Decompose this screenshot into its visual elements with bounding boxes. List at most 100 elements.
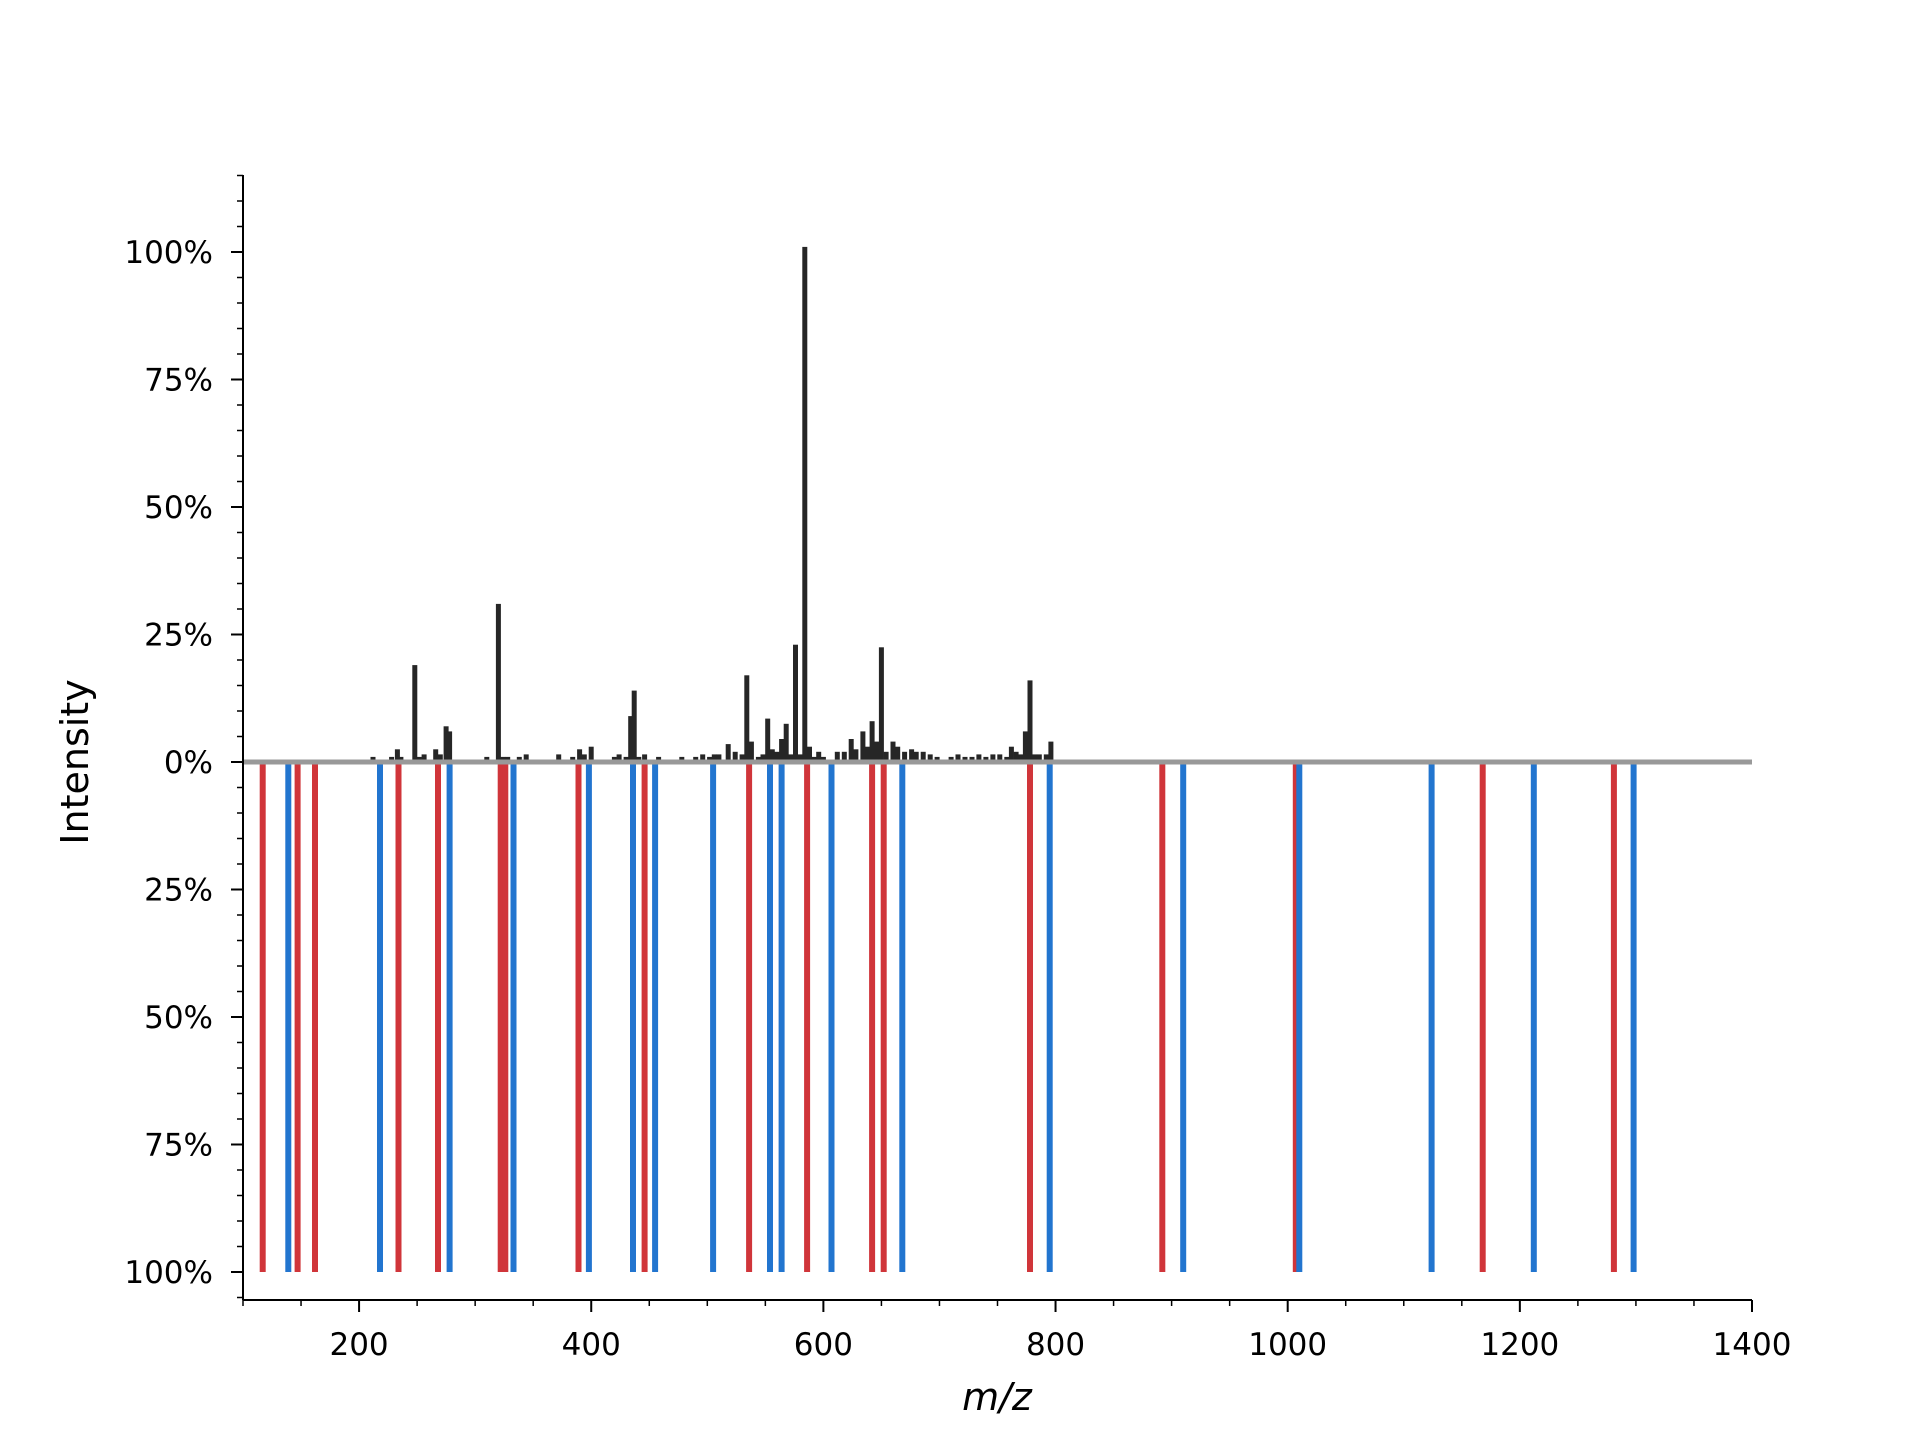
predicted-peak-bar bbox=[435, 762, 441, 1272]
observed-peak-bar bbox=[797, 754, 803, 762]
observed-peak-bar bbox=[656, 756, 662, 762]
observed-peak-bar bbox=[725, 744, 731, 762]
observed-peak-bar bbox=[976, 754, 982, 762]
y-axis-label: Intensity bbox=[53, 679, 97, 844]
observed-peak-bar bbox=[711, 754, 717, 762]
observed-peak-bar bbox=[793, 644, 798, 762]
observed-peak-bar bbox=[997, 754, 1003, 762]
observed-peak-bar bbox=[955, 754, 961, 762]
observed-peak-bar bbox=[636, 756, 642, 762]
observed-peak-bar bbox=[983, 756, 989, 762]
observed-peak-bar bbox=[1018, 754, 1024, 762]
observed-peak-bar bbox=[570, 756, 576, 762]
predicted-peak-bar bbox=[575, 762, 582, 1272]
observed-peak-bar bbox=[1022, 731, 1028, 762]
predicted-peak-bar bbox=[1292, 762, 1299, 1272]
predicted-peak-bar bbox=[710, 762, 717, 1272]
predicted-peak-bar bbox=[652, 762, 659, 1272]
x-tick-label: 200 bbox=[329, 1327, 388, 1363]
observed-peak-bar bbox=[807, 746, 812, 762]
observed-peak-bar bbox=[820, 756, 826, 762]
predicted-peak-bar bbox=[1630, 762, 1637, 1272]
observed-peak-bar bbox=[1043, 754, 1049, 762]
observed-peak-bar bbox=[860, 731, 866, 762]
x-tick-label: 1000 bbox=[1248, 1327, 1327, 1363]
observed-peak-bar bbox=[878, 647, 884, 763]
predicted-peak-bar bbox=[767, 762, 773, 1272]
observed-peak-bar bbox=[962, 756, 968, 762]
observed-peak-bar bbox=[895, 746, 901, 762]
observed-peak-bar bbox=[783, 723, 789, 763]
observed-peak-bar bbox=[913, 751, 919, 762]
observed-peak-bar bbox=[588, 746, 594, 762]
observed-peak-bar bbox=[848, 739, 854, 762]
observed-peak-bar bbox=[500, 756, 506, 762]
y-tick-label: 75% bbox=[144, 363, 213, 399]
x-tick-label: 1400 bbox=[1713, 1327, 1792, 1363]
observed-peak-bar bbox=[389, 756, 395, 762]
predicted-peak-bar bbox=[1027, 762, 1033, 1272]
observed-peak-bar bbox=[779, 739, 785, 762]
x-tick-label: 400 bbox=[562, 1327, 621, 1363]
y-tick-label: 25% bbox=[144, 618, 213, 654]
predicted-peak-bar bbox=[804, 762, 811, 1272]
predicted-peak-bar bbox=[1428, 762, 1435, 1272]
observed-peak-bar bbox=[628, 716, 634, 762]
y-tick-label: 100% bbox=[124, 1255, 213, 1291]
predicted-peak-bar bbox=[641, 762, 648, 1272]
predicted-peak-bar bbox=[899, 762, 906, 1272]
observed-peak-bar bbox=[370, 756, 376, 762]
observed-peak-bar bbox=[739, 754, 745, 762]
observed-peak-bar bbox=[693, 756, 699, 762]
observed-peak-bar bbox=[700, 754, 706, 762]
predicted-peak-bar bbox=[446, 762, 453, 1272]
observed-peak-bar bbox=[1048, 741, 1054, 762]
observed-peak-bar bbox=[869, 721, 875, 762]
observed-peak-bar bbox=[732, 751, 738, 762]
observed-peak-bar bbox=[443, 726, 449, 762]
observed-peak-bar bbox=[495, 603, 501, 762]
observed-peak-bar bbox=[744, 675, 750, 762]
observed-peak-bar bbox=[484, 756, 490, 762]
observed-peak-bar bbox=[412, 665, 418, 762]
observed-peak-bar bbox=[802, 246, 808, 762]
x-axis-ticks: 200 400 600 800 1000 1200 1400 bbox=[242, 1300, 1792, 1363]
observed-peak-bar bbox=[581, 754, 587, 762]
observed-peak-bar bbox=[642, 754, 648, 762]
observed-peak-bar bbox=[788, 754, 794, 762]
observed-peak-bar bbox=[679, 756, 685, 762]
observed-peak-bar bbox=[556, 754, 562, 762]
observed-peak-bar bbox=[920, 751, 926, 762]
predicted-peak-bar bbox=[312, 762, 318, 1272]
predicted-peak-bar bbox=[294, 762, 301, 1272]
predicted-peak-bar bbox=[510, 762, 517, 1272]
observed-peak-bar bbox=[577, 749, 583, 763]
observed-peak-bar bbox=[990, 754, 996, 762]
predicted-peak-bar bbox=[285, 762, 292, 1272]
predicted-peak-bar bbox=[395, 762, 402, 1272]
predicted-peak-bar bbox=[1610, 762, 1617, 1272]
observed-peak-bar bbox=[516, 756, 522, 762]
predicted-peak-bar bbox=[630, 762, 636, 1272]
observed-peak-bar bbox=[416, 756, 422, 762]
observed-peak-bar bbox=[769, 749, 775, 763]
y-tick-label: 100% bbox=[124, 235, 213, 271]
observed-peak-bar bbox=[816, 751, 822, 762]
observed-peak-bar bbox=[1008, 746, 1014, 762]
observed-peak-bar bbox=[616, 754, 622, 762]
observed-peak-bar bbox=[890, 741, 896, 762]
predicted-peak-bar bbox=[1479, 762, 1486, 1272]
predicted-peak-bar bbox=[746, 762, 753, 1272]
observed-peak-bar bbox=[394, 749, 400, 763]
observed-peak-bar bbox=[934, 756, 940, 762]
y-tick-label: 50% bbox=[144, 1000, 213, 1036]
observed-peak-bar bbox=[760, 754, 766, 762]
observed-peak-bar bbox=[398, 756, 404, 762]
observed-peak-bar bbox=[834, 751, 840, 762]
observed-peak-bar bbox=[707, 756, 713, 762]
observed-peak-bar bbox=[755, 756, 761, 762]
predicted-peak-bar bbox=[1530, 762, 1537, 1272]
observed-peak-bar bbox=[853, 749, 859, 763]
